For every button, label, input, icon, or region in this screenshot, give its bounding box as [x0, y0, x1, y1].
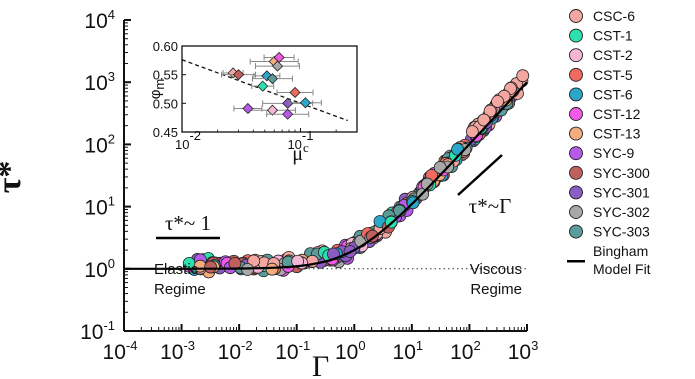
legend-marker [569, 224, 583, 239]
y-tick-label: 102 [84, 131, 115, 157]
inset-data-point [289, 86, 301, 99]
legend-marker [569, 205, 583, 219]
elastic-regime-label: Regime [154, 281, 206, 298]
legend-marker [569, 126, 583, 141]
y-tick-label: 101 [84, 194, 115, 220]
x-tick-label: 10-2 [218, 338, 253, 364]
main-plot: 10-1 100 101 102 103 104 10-4 10-3 10-2 10-1 100 10… [0, 7, 538, 379]
legend-label: SYC-300 [593, 165, 650, 181]
inset-trend-line [181, 59, 348, 122]
inset-x-tick-label: 10-1 [287, 128, 313, 152]
data-point [291, 254, 305, 268]
viscous-regime-label: Viscous [470, 261, 522, 278]
y-tick-label: 10-1 [80, 318, 115, 344]
inset-y-tick-label: 0.50 [153, 96, 178, 111]
inset-y-tick-label: 0.60 [153, 39, 178, 54]
legend-label: SYC-301 [593, 184, 650, 200]
legend-marker [569, 67, 583, 82]
legend-label: CST-5 [593, 67, 633, 83]
legend-label: CSC-6 [593, 8, 635, 24]
inset-data-point [242, 102, 254, 115]
x-tick-label: 100 [335, 338, 366, 364]
y-tick-label: 103 [84, 69, 115, 95]
y-tick-label: 104 [84, 7, 115, 33]
legend-label: CST-1 [593, 28, 633, 44]
y-tick-label: 100 [84, 256, 115, 282]
legend-label: CST-2 [593, 47, 633, 63]
legend-label: SYC-303 [593, 224, 650, 240]
elastic-regime-label: Elastic [154, 261, 199, 278]
viscous-slope-bar [457, 154, 503, 196]
x-tick-label: 101 [393, 338, 424, 364]
legend-label: SYC-302 [593, 204, 650, 220]
legend-marker [569, 28, 583, 43]
inset-x-tick-label: 10-2 [175, 128, 201, 152]
inset-data-point [232, 69, 245, 81]
legend-marker [569, 165, 583, 180]
legend-marker [569, 185, 583, 200]
inset-plot: 0.45 0.50 0.55 0.60 10-2 10-1 φm μc [147, 39, 358, 165]
inset-data-point [266, 73, 279, 85]
legend-marker [569, 146, 583, 161]
legend-fit-label: Bingham [593, 243, 648, 259]
inset-frame [181, 45, 358, 133]
legend-marker [569, 107, 583, 121]
x-tick-label: 10-4 [103, 338, 138, 364]
y-axis-label: τ* [0, 161, 28, 194]
bingham-fit-line [124, 81, 528, 270]
inset-data-point [266, 104, 279, 116]
data-point [483, 104, 497, 118]
legend-label: CST-13 [593, 126, 641, 142]
inset-y-tick-label: 0.55 [153, 68, 178, 83]
inset-data-point [257, 80, 269, 92]
inset-data-point [271, 60, 284, 72]
x-tick-label: 10-1 [275, 338, 310, 364]
legend-marker [569, 48, 583, 63]
data-point [491, 95, 504, 108]
legend-fit-label: Model Fit [593, 261, 651, 277]
elastic-power-law-label: τ*~ 1 [165, 211, 211, 235]
legend-label: SYC-9 [593, 145, 634, 161]
data-point [516, 69, 530, 83]
data-point [265, 262, 279, 276]
inset-x-axis-label: μc [292, 140, 309, 165]
inset-data-point [282, 97, 294, 109]
legend-label: CST-12 [593, 106, 641, 122]
inset-y-axis-label: φm [147, 79, 167, 100]
inset-y-tick-label: 0.45 [153, 125, 178, 140]
x-axis-label: Γ [312, 350, 329, 379]
viscous-regime-label: Regime [470, 281, 522, 298]
legend-marker [569, 87, 583, 102]
x-tick-label: 10-3 [160, 338, 195, 364]
legend-label: CST-6 [593, 86, 633, 102]
inset-data-point [299, 97, 311, 109]
viscous-power-law-label: τ*~Γ [469, 194, 511, 218]
x-tick-label: 102 [450, 338, 481, 364]
data-point [366, 229, 379, 243]
legend-marker [569, 9, 583, 23]
data-point [477, 113, 491, 127]
legend: CSC-6 CST-1 CST-2 CST-5 CST-6 CST-12 CST-13 SYC… [567, 8, 651, 277]
data-point [465, 125, 479, 139]
inset-data-point [282, 108, 294, 120]
data-point [204, 260, 217, 274]
x-tick-label: 103 [508, 338, 539, 364]
